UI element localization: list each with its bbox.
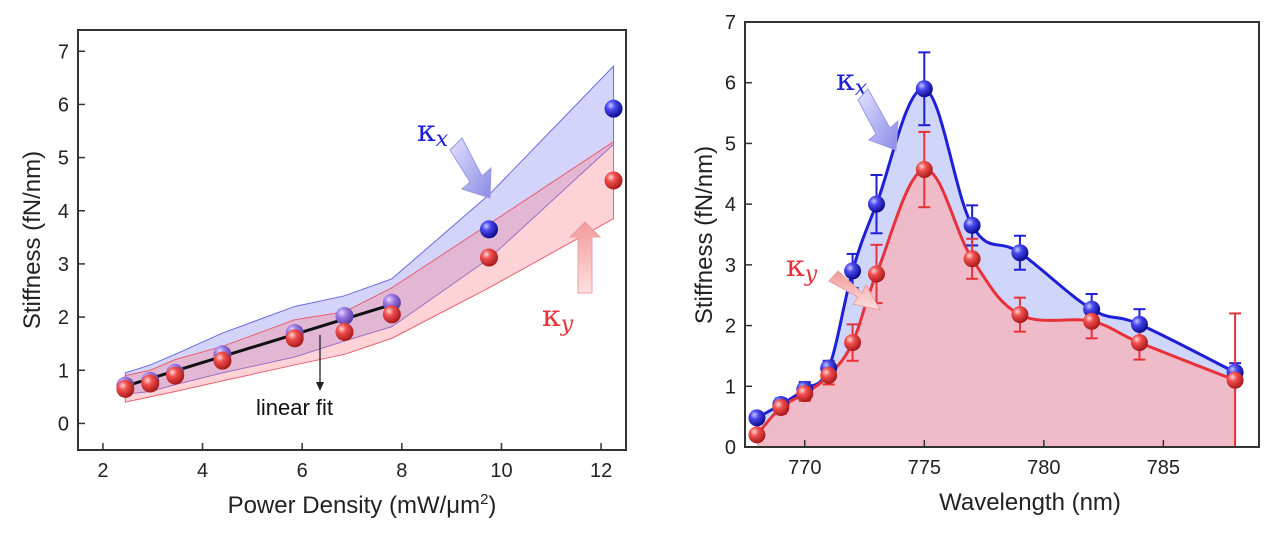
point-kappa-y bbox=[382, 305, 401, 324]
x-axis-label-main: Power Density (mW/μm bbox=[228, 492, 481, 519]
y-axis-label: Stiffness (fN/nm) bbox=[19, 151, 46, 329]
point-kappa-x bbox=[1011, 244, 1029, 262]
area-fills bbox=[756, 88, 1236, 447]
y-tick-label: 0 bbox=[58, 413, 69, 435]
point-kappa-x bbox=[844, 262, 862, 280]
point-kappa-y bbox=[915, 161, 933, 179]
y-tick-label: 5 bbox=[725, 133, 736, 155]
x-tick-label: 775 bbox=[908, 457, 941, 479]
x-tick-label: 6 bbox=[297, 460, 308, 482]
plot-frame bbox=[77, 29, 627, 451]
point-kappa-y bbox=[844, 334, 862, 352]
y-tick-label: 7 bbox=[58, 41, 69, 63]
point-kappa-y bbox=[166, 366, 185, 385]
y-tick-label: 1 bbox=[725, 376, 736, 398]
point-kappa-y bbox=[141, 374, 160, 393]
point-kappa-y bbox=[116, 379, 135, 398]
axes: 770 775 780 785 0 1 2 3 4 5 6 7 bbox=[725, 12, 1180, 479]
point-kappa-y bbox=[1083, 312, 1101, 330]
y-axis-label: Stiffness (fN/nm) bbox=[691, 146, 718, 324]
x-tick-label: 12 bbox=[590, 460, 612, 482]
y-tick-label: 7 bbox=[725, 12, 736, 34]
area-kappa-y bbox=[756, 169, 1236, 447]
y-tick-label: 4 bbox=[725, 194, 736, 216]
x-axis-label: Wavelength (nm) bbox=[939, 489, 1121, 516]
linear-fit-arrowhead bbox=[316, 382, 324, 391]
y-tick-label: 4 bbox=[58, 201, 69, 223]
point-kappa-x bbox=[604, 99, 623, 118]
point-kappa-y bbox=[480, 248, 498, 267]
x-axis-label-end: ) bbox=[488, 492, 496, 519]
data-points bbox=[748, 80, 1244, 444]
x-tick-label: 785 bbox=[1147, 457, 1180, 479]
kappa-x-arrow-icon bbox=[449, 137, 492, 199]
kappa-x-label: κx bbox=[417, 114, 449, 152]
point-kappa-y bbox=[867, 265, 885, 283]
x-axis-label: Power Density (mW/μm2) bbox=[228, 491, 497, 519]
point-kappa-x bbox=[915, 80, 933, 98]
point-kappa-x bbox=[335, 307, 354, 326]
y-tick-label: 1 bbox=[58, 360, 69, 382]
x-axis-label-superscript: 2 bbox=[480, 491, 488, 508]
point-kappa-y bbox=[335, 322, 354, 341]
point-kappa-y bbox=[1130, 334, 1148, 352]
linear-fit-label: linear fit bbox=[256, 395, 333, 420]
kappa-y-label: κy bbox=[542, 299, 574, 337]
y-tick-label: 3 bbox=[58, 254, 69, 276]
y-tick-label: 6 bbox=[58, 94, 69, 116]
point-kappa-y bbox=[796, 385, 814, 403]
y-tick-label: 3 bbox=[725, 255, 736, 277]
y-tick-label: 6 bbox=[725, 73, 736, 95]
y-tick-label: 5 bbox=[58, 148, 69, 170]
point-kappa-y bbox=[820, 366, 838, 384]
point-kappa-y bbox=[963, 250, 981, 268]
point-kappa-x bbox=[867, 195, 885, 213]
x-tick-label: 770 bbox=[788, 457, 821, 479]
point-kappa-y bbox=[213, 351, 232, 370]
confidence-bands bbox=[124, 64, 615, 403]
point-kappa-y bbox=[604, 171, 623, 190]
kappa-y-label: κy bbox=[786, 249, 818, 287]
x-tick-label: 4 bbox=[197, 460, 208, 482]
chart-wavelength: 770 775 780 785 0 1 2 3 4 5 6 7 Stiffness (fN/nm) W… bbox=[691, 12, 1260, 516]
plot-frame bbox=[744, 21, 1260, 448]
x-tick-label: 10 bbox=[490, 460, 512, 482]
point-kappa-x bbox=[1083, 300, 1101, 318]
y-tick-label: 2 bbox=[58, 307, 69, 329]
point-kappa-x bbox=[748, 409, 766, 427]
x-tick-label: 780 bbox=[1027, 457, 1060, 479]
point-kappa-x bbox=[480, 220, 498, 239]
point-kappa-y bbox=[772, 399, 790, 417]
point-kappa-y bbox=[748, 426, 766, 444]
point-kappa-y bbox=[285, 329, 304, 348]
kappa-y-arrow-icon bbox=[828, 270, 881, 311]
point-kappa-x bbox=[1130, 315, 1148, 333]
point-kappa-x bbox=[963, 216, 981, 234]
y-tick-label: 0 bbox=[725, 437, 736, 459]
point-kappa-y bbox=[1226, 371, 1244, 389]
x-tick-label: 2 bbox=[97, 460, 108, 482]
kappa-y-arrow-icon bbox=[568, 221, 602, 294]
x-tick-label: 8 bbox=[396, 460, 407, 482]
kappa-x-arrow-icon bbox=[857, 88, 899, 151]
data-points bbox=[116, 99, 623, 398]
point-kappa-y bbox=[1011, 306, 1029, 324]
y-tick-label: 2 bbox=[725, 316, 736, 338]
